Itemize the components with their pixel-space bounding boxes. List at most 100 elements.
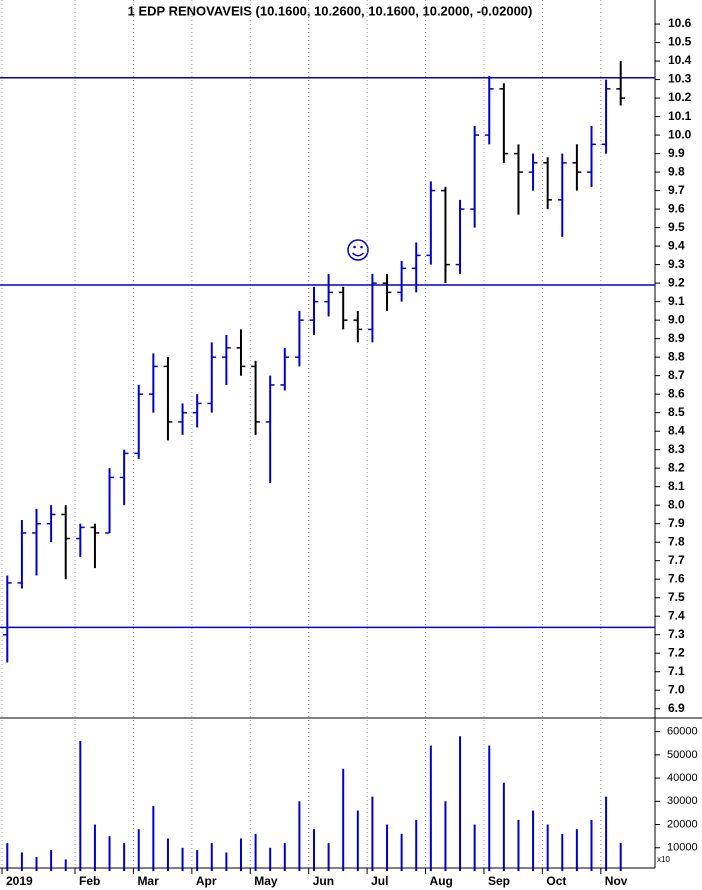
- y-tick-label: 7.3: [668, 627, 685, 641]
- y2-tick-label: 20000: [667, 818, 698, 830]
- volume-bar: [356, 810, 359, 871]
- volume-bar: [35, 857, 38, 871]
- volume-bar: [619, 843, 622, 871]
- y-tick-label: 7.8: [668, 534, 685, 548]
- y2-tick-label: 60000: [667, 726, 698, 738]
- volume-bar: [239, 838, 242, 871]
- volume-bar: [386, 824, 389, 871]
- volume-bar: [181, 847, 184, 871]
- y-tick-label: 7.4: [668, 608, 685, 622]
- x-tick-label: Aug: [430, 874, 453, 888]
- y-tick-label: 9.6: [668, 201, 685, 215]
- y-tick-label: 8.9: [668, 331, 685, 345]
- x-tick-label: Oct: [546, 874, 566, 888]
- volume-bar: [532, 810, 535, 871]
- volume-bar: [137, 829, 140, 871]
- volume-bar: [488, 745, 491, 871]
- volume-bar: [313, 829, 315, 871]
- volume-bar: [123, 843, 126, 871]
- x-tick-label: Jun: [313, 874, 334, 888]
- y-tick-label: 9.8: [668, 164, 685, 178]
- x-tick-label: Mar: [137, 874, 159, 888]
- volume-bar: [444, 801, 447, 871]
- y-tick-label: 10.5: [668, 35, 692, 49]
- y-tick-label: 7.0: [668, 682, 685, 696]
- y-tick-label: 7.5: [668, 590, 685, 604]
- y-tick-label: 9.3: [668, 257, 685, 271]
- volume-bar: [502, 782, 505, 871]
- volume-bar: [342, 768, 345, 871]
- volume-bar: [561, 833, 564, 871]
- y-tick-label: 8.3: [668, 442, 685, 456]
- x-tick-label: Feb: [79, 874, 100, 888]
- volume-bar: [64, 859, 67, 871]
- x-tick-label: May: [254, 874, 278, 888]
- volume-multiplier: x10: [657, 855, 670, 864]
- y-tick-label: 9.4: [668, 238, 685, 252]
- y-tick-label: 8.8: [668, 349, 685, 363]
- volume-bar: [415, 819, 418, 871]
- y-tick-label: 10.3: [668, 72, 692, 86]
- volume-bar: [108, 836, 111, 871]
- volume-bar: [575, 829, 578, 871]
- volume-bar: [400, 833, 403, 871]
- volume-bar: [429, 745, 432, 871]
- volume-bar: [327, 843, 330, 871]
- volume-bar: [196, 850, 199, 871]
- volume-bar: [50, 850, 53, 871]
- y-tick-label: 7.9: [668, 516, 685, 530]
- y-tick-label: 7.2: [668, 645, 685, 659]
- x-tick-label: 2019: [6, 874, 33, 888]
- volume-bar: [371, 796, 374, 871]
- y-tick-label: 10.0: [668, 127, 692, 141]
- volume-bar: [210, 843, 213, 871]
- y-tick-label: 7.1: [668, 664, 685, 678]
- y-tick-label: 8.0: [668, 497, 685, 511]
- y-tick-label: 7.7: [668, 553, 685, 567]
- volume-bar: [546, 824, 549, 871]
- volume-bar: [20, 852, 23, 871]
- x-tick-label: Apr: [196, 874, 217, 888]
- volume-bar: [93, 824, 96, 871]
- y-tick-label: 9.9: [668, 146, 685, 160]
- y-tick-label: 9.5: [668, 220, 685, 234]
- x-tick-label: Nov: [605, 874, 628, 888]
- y-tick-label: 8.1: [668, 479, 685, 493]
- y-tick-label: 8.7: [668, 368, 685, 382]
- volume-bar: [166, 838, 169, 871]
- y-tick-label: 6.9: [668, 701, 685, 715]
- y2-tick-label: 50000: [667, 749, 698, 761]
- y-tick-label: 9.2: [668, 275, 685, 289]
- y-tick-label: 8.6: [668, 386, 685, 400]
- x-tick-label: Jul: [371, 874, 388, 888]
- y-tick-label: 9.7: [668, 183, 685, 197]
- y-tick-label: 10.1: [668, 109, 692, 123]
- volume-bar: [79, 740, 82, 871]
- volume-bar: [254, 833, 257, 871]
- y-tick-label: 10.4: [668, 53, 692, 67]
- volume-bar: [269, 847, 272, 871]
- volume-bar: [473, 824, 476, 871]
- y-tick-label: 10.2: [668, 90, 692, 104]
- volume-bar: [225, 852, 228, 871]
- volume-bar: [298, 801, 301, 871]
- volume-bar: [459, 736, 462, 871]
- volume-bar: [590, 819, 593, 871]
- x-tick-label: Sep: [488, 874, 510, 888]
- y-tick-label: 8.4: [668, 423, 685, 437]
- y-tick-label: 9.1: [668, 294, 685, 308]
- y2-tick-label: 10000: [667, 842, 698, 854]
- y2-tick-label: 30000: [667, 795, 698, 807]
- y-tick-label: 8.5: [668, 405, 685, 419]
- chart-title: 1 EDP RENOVAVEIS (10.1600, 10.2600, 10.1…: [128, 3, 533, 18]
- y-tick-label: 10.6: [668, 16, 692, 30]
- volume-bar: [283, 843, 286, 871]
- volume-bar: [6, 843, 9, 871]
- y2-tick-label: 40000: [667, 772, 698, 784]
- volume-bar: [605, 796, 608, 871]
- y-tick-label: 7.6: [668, 571, 685, 585]
- volume-bar: [517, 819, 520, 871]
- smiley: [347, 239, 369, 261]
